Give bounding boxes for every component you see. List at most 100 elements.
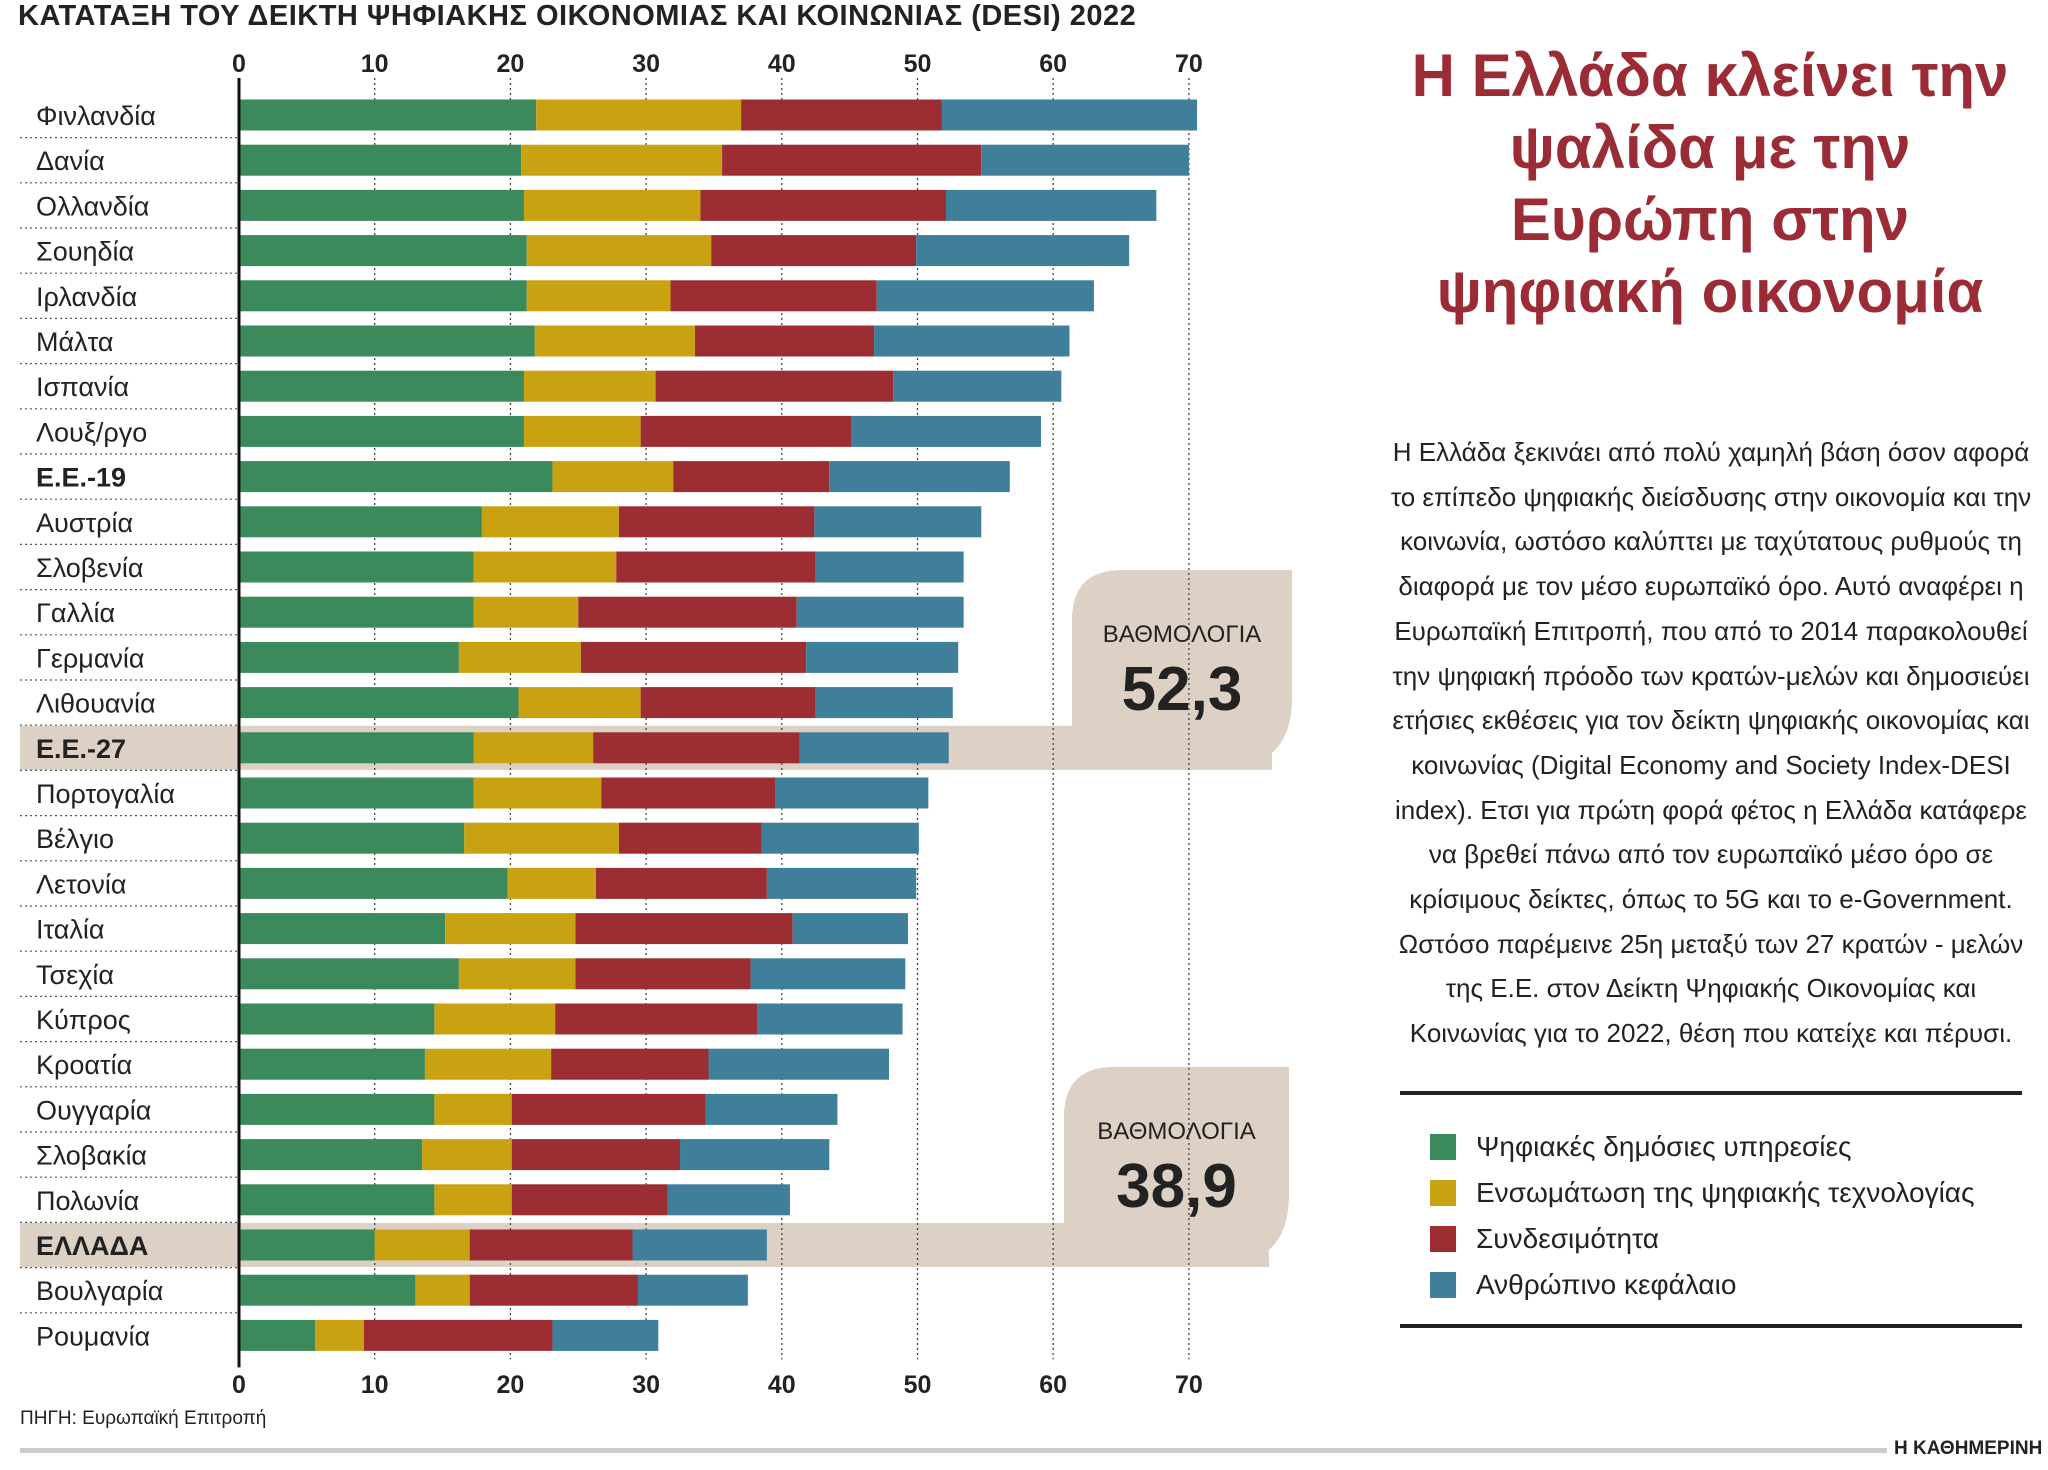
row-label: Λετονία: [36, 869, 126, 899]
legend-swatch: [1430, 1226, 1456, 1252]
x-tick-label-top: 50: [904, 50, 932, 78]
bar-segment: [673, 461, 830, 493]
footer-line: [20, 1448, 1887, 1453]
bar-segment: [239, 1274, 416, 1306]
legend-item: Ψηφιακές δημόσιες υπηρεσίες: [1430, 1124, 1974, 1170]
row-label: Ουγγαρία: [36, 1095, 151, 1125]
row-label: Σλοβακία: [36, 1141, 147, 1171]
bar-segment: [700, 189, 946, 221]
x-tick-label-bottom: 20: [496, 1371, 524, 1399]
row-label: Σλοβενία: [36, 553, 143, 583]
bar-segment: [464, 822, 619, 854]
row-label: Βέλγιο: [36, 824, 114, 854]
bar-segment: [239, 506, 482, 538]
bar-segment: [670, 280, 877, 312]
bar-segment: [239, 280, 527, 312]
bar-segment: [580, 641, 807, 673]
row-label: Αυστρία: [36, 508, 133, 538]
bar-segment: [239, 235, 527, 267]
bar-segment: [601, 777, 776, 809]
bar-segment: [595, 867, 767, 899]
bar-segment: [616, 551, 816, 583]
row-label: Ρουμανία: [36, 1321, 150, 1351]
bar-segment: [422, 1139, 512, 1171]
bar-segment: [711, 235, 917, 267]
bar-segment: [640, 415, 852, 447]
x-tick-label-top: 40: [768, 50, 796, 78]
bar-segment: [916, 235, 1130, 267]
bar-segment: [815, 551, 964, 583]
callout-box: [1072, 570, 1292, 768]
bar-segment: [526, 235, 712, 267]
bar-segment: [521, 144, 723, 176]
bar-segment: [239, 1184, 435, 1216]
bar-segment: [526, 280, 671, 312]
bar-segment: [766, 867, 917, 899]
bar-segment: [555, 1003, 758, 1035]
bar-segment: [640, 687, 816, 719]
callout-label: ΒΑΘΜΟΛΟΓΙΑ: [1097, 1118, 1256, 1145]
bar-segment: [680, 1139, 830, 1171]
bar-segment: [458, 641, 581, 673]
legend-item: Ενσωμάτωση της ψηφιακής τεχνολογίας: [1430, 1170, 1974, 1216]
bar-segment: [239, 1229, 375, 1261]
bar-segment: [445, 913, 576, 945]
bar-segment: [473, 732, 594, 764]
callout-box: [1064, 1067, 1289, 1265]
bar-segment: [239, 1003, 435, 1035]
bar-segment: [458, 958, 576, 990]
legend-item: Συνδεσιμότητα: [1430, 1216, 1974, 1262]
bar-segment: [618, 822, 762, 854]
bar-segment: [941, 99, 1198, 131]
x-tick-label-top: 20: [496, 50, 524, 78]
row-label: Πολωνία: [36, 1186, 139, 1216]
legend-label: Ψηφιακές δημόσιες υπηρεσίες: [1476, 1131, 1852, 1162]
bar-segment: [239, 1319, 315, 1351]
row-label: Βουλγαρία: [36, 1276, 163, 1306]
bar-segment: [637, 1274, 748, 1306]
legend-swatch: [1430, 1272, 1456, 1298]
bar-segment: [518, 687, 641, 719]
row-label: Ισπανία: [36, 372, 129, 402]
x-tick-label-top: 10: [361, 50, 389, 78]
row-label: Τσεχία: [36, 960, 114, 990]
bar-segment: [741, 99, 942, 131]
bar-segment: [239, 461, 553, 493]
legend-swatch: [1430, 1134, 1456, 1160]
row-label: Λιθουανία: [36, 689, 156, 719]
bar-segment: [239, 1048, 425, 1080]
bar-segment: [523, 370, 656, 402]
headline: Η Ελλάδα κλείνει την ψαλίδα με την Ευρώπ…: [1411, 42, 2009, 325]
x-tick-label-bottom: 60: [1039, 1371, 1067, 1399]
chart-title: ΚΑΤΑΤΑΞΗ ΤΟΥ ΔΕΙΚΤΗ ΨΗΦΙΑΚΗΣ ΟΙΚΟΝΟΜΙΑΣ …: [18, 0, 1137, 32]
bar-segment: [593, 732, 800, 764]
row-label: Ε.Ε.-27: [36, 734, 126, 764]
callout-value: 52,3: [1122, 655, 1243, 724]
bar-segment: [239, 144, 522, 176]
bar-segment: [314, 1319, 364, 1351]
row-label: Δανία: [36, 146, 105, 176]
bar-segment: [239, 1139, 423, 1171]
bar-segment: [893, 370, 1062, 402]
bar-segment: [575, 958, 751, 990]
bar-segment: [632, 1229, 767, 1261]
bar-segment: [722, 144, 982, 176]
bar-segment: [507, 867, 596, 899]
row-label: Ολλανδία: [36, 191, 149, 221]
bar-segment: [750, 958, 906, 990]
bar-segment: [874, 325, 1070, 357]
bar-segment: [473, 777, 602, 809]
bar-segment: [796, 596, 964, 628]
bar-segment: [523, 415, 641, 447]
bar-segment: [239, 777, 474, 809]
bar-segment: [815, 687, 953, 719]
row-label: Λουξ/ργο: [36, 417, 147, 447]
bar-segment: [814, 506, 982, 538]
bar-segment: [705, 1093, 838, 1125]
bar-segment: [239, 189, 524, 221]
bar-segment: [434, 1003, 556, 1035]
bar-segment: [239, 551, 474, 583]
row-label: Κροατία: [36, 1050, 132, 1080]
bar-segment: [434, 1184, 512, 1216]
